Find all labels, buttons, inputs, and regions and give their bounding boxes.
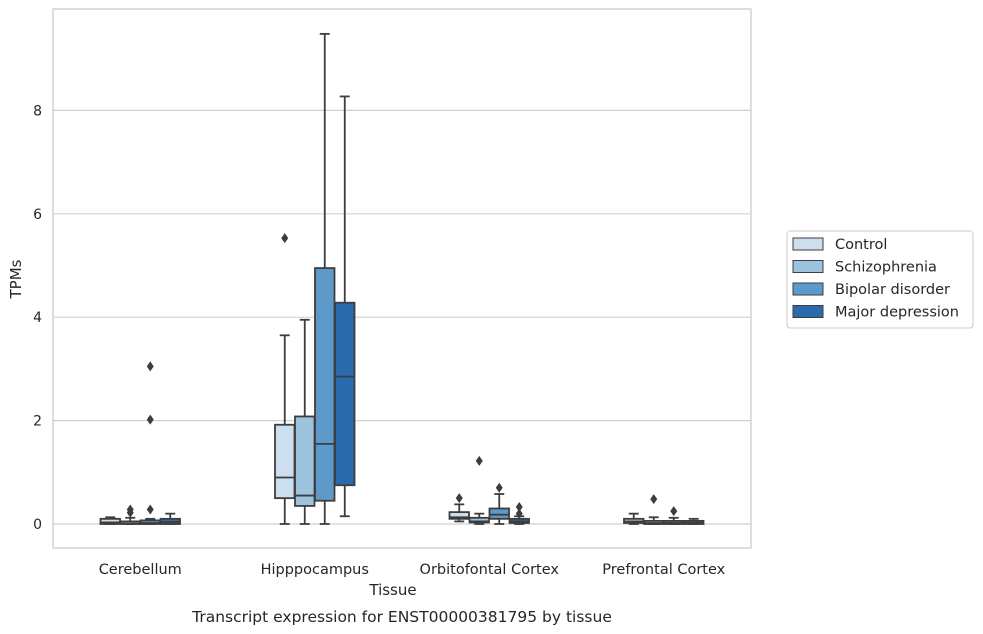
box-group [334,95,356,518]
x-axis-ticks: Cerebellum Hipppocampus Orbitofontal Corte… [99,562,726,578]
outlier-point [126,504,134,515]
box [488,507,510,520]
box [274,423,296,500]
box-group [294,318,316,525]
y-tick-label: 2 [33,414,42,430]
box-group [488,482,510,525]
box-group [683,517,705,525]
box-group [99,516,121,525]
grid [53,109,751,525]
outlier-point [670,506,678,517]
legend-label: Schizophrenia [835,260,937,276]
box-group [623,512,645,525]
y-tick-label: 8 [33,103,42,119]
series-control [99,233,645,525]
legend-label: Major depression [835,305,959,321]
box-group [274,233,296,525]
legend-swatch [792,282,824,296]
y-tick-label: 0 [33,517,42,533]
box [448,511,470,520]
y-axis-ticks: 0 2 4 6 8 [33,103,42,533]
outlier-point [146,504,154,515]
y-tick-label: 6 [33,207,42,223]
outlier-point [146,361,154,372]
box [468,516,490,524]
y-tick-label: 4 [33,310,42,326]
x-tick-label: Cerebellum [99,562,182,578]
box [314,267,336,502]
series-major-depression [159,95,705,525]
box [334,301,356,487]
box-group [119,504,141,525]
outlier-point [146,414,154,425]
box-group [159,512,181,525]
x-axis-label: Tissue [368,581,416,599]
y-axis-label: TPMs [7,259,25,299]
x-tick-label: Prefrontal Cortex [602,562,725,578]
x-tick-label: Orbitofontal Cortex [420,562,560,578]
outlier-point [495,482,503,493]
chart-caption: Transcript expression for ENST0000038179… [191,608,612,626]
box-group [643,494,665,525]
box-group [508,501,530,525]
box-group [139,361,161,525]
legend-frame [786,230,974,329]
box-series-layer [99,32,705,525]
outlier-point [650,494,658,505]
box-group [314,32,336,525]
series-bipolar-disorder [139,32,685,525]
box-group [663,506,685,525]
outlier-point [455,493,463,504]
box-group [448,493,470,523]
series-schizophrenia [119,318,665,525]
outlier-point [281,233,289,244]
outlier-point [475,455,483,466]
legend-label: Control [835,237,887,253]
legend-swatch [792,260,824,273]
legend-label: Bipolar disorder [835,282,950,298]
legend: Control Schizophrenia Bipolar disorder Majo… [786,230,974,329]
box-group [468,455,490,525]
legend-swatch [792,237,824,251]
plot-frame [52,8,752,549]
box [294,415,316,507]
outlier-point [515,508,523,519]
outlier-point [515,501,523,512]
x-tick-label: Hipppocampus [261,562,369,578]
legend-swatch [792,305,824,318]
